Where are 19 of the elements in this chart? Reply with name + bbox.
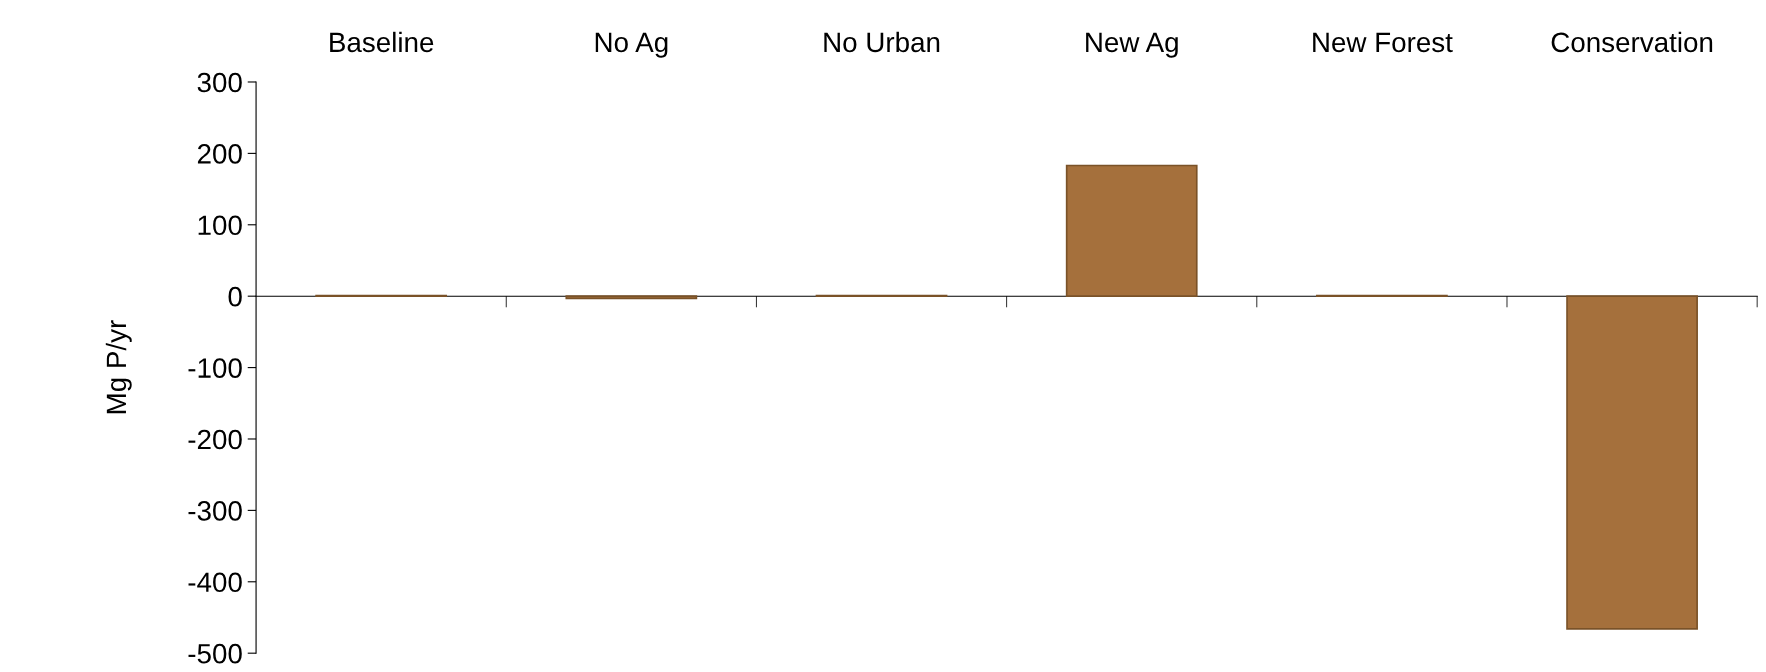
x-tick-label: Baseline	[330, 31, 434, 53]
x-tick-label: New Ag	[1086, 32, 1178, 58]
x-tick-label: No Urban	[824, 31, 940, 53]
y-tick-label: 0	[228, 286, 242, 307]
y-tick-label: -100	[188, 358, 242, 378]
bar	[1566, 295, 1698, 630]
x-tick-label: Conservation	[1551, 31, 1713, 53]
y-tick-label: -400	[188, 572, 242, 593]
y-tick-label: 200	[197, 144, 242, 164]
bar	[1065, 164, 1198, 298]
x-tick-label: New Forest	[1313, 32, 1453, 53]
y-tick-label: -300	[188, 501, 242, 521]
y-tick-label: -500	[188, 643, 242, 664]
y-tick-label: 300	[197, 72, 242, 93]
y-tick-label: -200	[188, 429, 242, 450]
y-tick-label: 100	[198, 215, 242, 236]
y-axis-title: Mg P/yr	[105, 320, 132, 414]
x-tick-label: No Ag	[595, 32, 668, 58]
bar	[565, 295, 698, 300]
